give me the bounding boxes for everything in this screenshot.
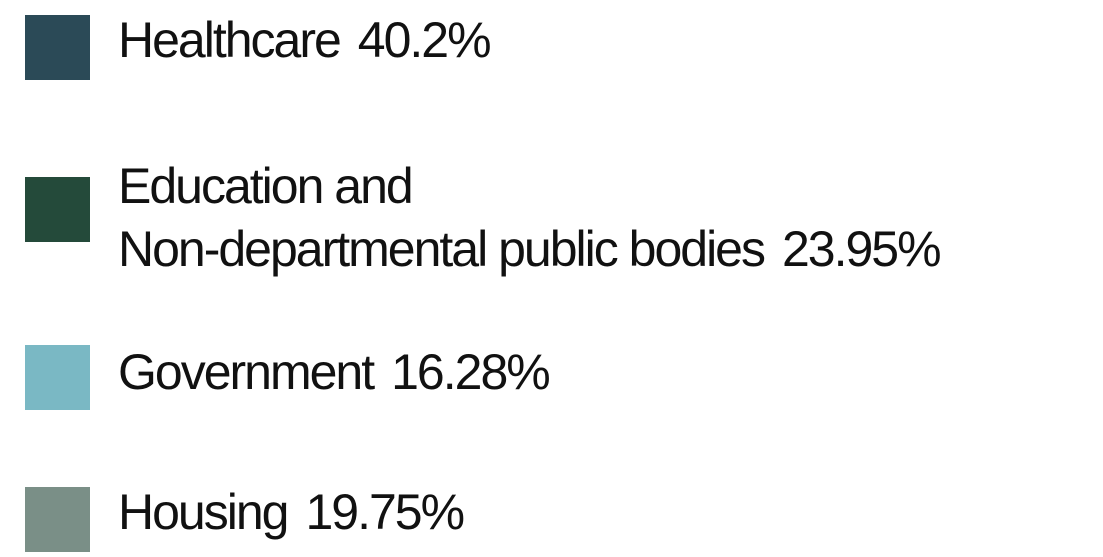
legend-item-government: Government 16.28% xyxy=(25,344,551,410)
legend-value-government: 16.28% xyxy=(391,344,551,400)
legend-value-housing: 19.75% xyxy=(305,484,465,540)
legend-label-housing: Housing 19.75% xyxy=(118,481,465,544)
legend-name-education-line2: Non-departmental public bodies xyxy=(118,221,766,277)
legend-value-education: 23.95% xyxy=(781,221,942,277)
legend-label-education: Education and Non-departmental public bo… xyxy=(118,155,942,281)
legend-item-housing: Housing 19.75% xyxy=(25,484,465,552)
legend-name-healthcare: Healthcare xyxy=(118,12,342,68)
legend-swatch-government xyxy=(25,345,90,410)
legend-swatch-housing xyxy=(25,487,90,552)
legend-name-government: Government xyxy=(118,344,375,400)
legend-label-healthcare: Healthcare 40.2% xyxy=(118,9,492,72)
legend-item-healthcare: Healthcare 40.2% xyxy=(25,12,492,80)
legend-item-education: Education and Non-departmental public bo… xyxy=(25,158,942,281)
legend-name-housing: Housing xyxy=(118,484,289,540)
legend-swatch-healthcare xyxy=(25,15,90,80)
legend-value-healthcare: 40.2% xyxy=(357,12,492,68)
legend-name-education-line1: Education and xyxy=(118,158,414,214)
legend-label-government: Government 16.28% xyxy=(118,341,551,404)
legend-swatch-education xyxy=(25,177,90,242)
